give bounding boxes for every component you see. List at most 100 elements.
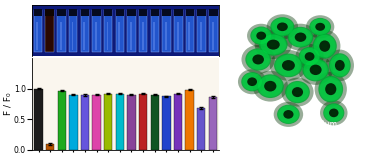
- Ellipse shape: [284, 24, 317, 51]
- Ellipse shape: [328, 86, 333, 92]
- Bar: [69, 95, 77, 150]
- Ellipse shape: [242, 73, 262, 90]
- Ellipse shape: [295, 33, 306, 42]
- Ellipse shape: [289, 28, 312, 47]
- Bar: [162, 96, 170, 150]
- Bar: [36, 22, 38, 50]
- Bar: [116, 9, 124, 16]
- Bar: [104, 9, 112, 16]
- Ellipse shape: [247, 24, 275, 48]
- Ellipse shape: [330, 54, 350, 76]
- Ellipse shape: [270, 17, 294, 36]
- Ellipse shape: [318, 76, 343, 103]
- Bar: [57, 91, 66, 150]
- Ellipse shape: [255, 57, 261, 62]
- Ellipse shape: [271, 18, 293, 35]
- Bar: [165, 22, 167, 50]
- Bar: [116, 94, 124, 150]
- Bar: [83, 22, 85, 50]
- Bar: [116, 10, 124, 52]
- Ellipse shape: [253, 54, 264, 64]
- Ellipse shape: [335, 60, 345, 71]
- Bar: [127, 10, 136, 52]
- Ellipse shape: [304, 59, 328, 80]
- Bar: [163, 10, 171, 52]
- Ellipse shape: [242, 45, 275, 74]
- Text: 50μm: 50μm: [315, 120, 337, 129]
- Bar: [34, 10, 42, 52]
- Bar: [197, 9, 206, 16]
- Bar: [93, 95, 101, 150]
- Bar: [127, 95, 136, 150]
- Ellipse shape: [297, 35, 304, 39]
- Ellipse shape: [298, 55, 333, 85]
- Bar: [186, 90, 194, 150]
- Ellipse shape: [247, 77, 257, 86]
- Bar: [200, 22, 202, 50]
- Bar: [177, 22, 179, 50]
- Bar: [189, 22, 191, 50]
- Ellipse shape: [296, 44, 324, 69]
- Ellipse shape: [306, 15, 334, 38]
- Bar: [104, 10, 112, 52]
- Ellipse shape: [305, 52, 314, 61]
- Ellipse shape: [288, 27, 313, 48]
- Bar: [163, 9, 171, 16]
- Ellipse shape: [270, 50, 307, 81]
- Bar: [60, 22, 62, 50]
- Bar: [92, 9, 101, 16]
- Bar: [142, 22, 144, 50]
- Ellipse shape: [315, 23, 325, 31]
- Bar: [34, 9, 42, 16]
- Ellipse shape: [318, 25, 322, 29]
- Bar: [186, 10, 194, 52]
- Ellipse shape: [251, 27, 271, 44]
- Bar: [81, 10, 89, 52]
- Ellipse shape: [313, 34, 337, 59]
- Ellipse shape: [329, 53, 351, 78]
- Ellipse shape: [257, 74, 284, 98]
- Bar: [139, 94, 147, 150]
- Ellipse shape: [267, 40, 280, 50]
- Ellipse shape: [281, 78, 314, 107]
- Ellipse shape: [241, 72, 263, 91]
- Ellipse shape: [264, 81, 276, 91]
- Ellipse shape: [280, 25, 285, 29]
- Bar: [107, 22, 108, 50]
- Ellipse shape: [274, 54, 303, 77]
- Ellipse shape: [314, 35, 336, 58]
- Bar: [34, 89, 43, 150]
- Bar: [186, 9, 194, 16]
- Ellipse shape: [322, 43, 327, 49]
- Bar: [153, 22, 155, 50]
- Bar: [92, 10, 101, 52]
- Ellipse shape: [250, 80, 254, 84]
- Ellipse shape: [274, 102, 303, 127]
- Bar: [209, 10, 218, 52]
- Ellipse shape: [253, 71, 288, 102]
- Bar: [104, 94, 112, 150]
- Bar: [81, 9, 89, 16]
- Bar: [71, 22, 73, 50]
- Ellipse shape: [245, 48, 271, 71]
- Ellipse shape: [255, 30, 292, 59]
- Ellipse shape: [266, 14, 298, 39]
- Bar: [46, 144, 54, 150]
- Ellipse shape: [277, 105, 300, 124]
- Ellipse shape: [307, 54, 312, 59]
- Bar: [69, 9, 77, 16]
- Bar: [57, 10, 65, 52]
- Bar: [197, 10, 206, 52]
- Ellipse shape: [277, 22, 288, 31]
- Ellipse shape: [313, 67, 319, 73]
- Bar: [57, 9, 65, 16]
- Bar: [174, 94, 182, 150]
- Bar: [69, 10, 77, 52]
- Ellipse shape: [267, 84, 273, 89]
- Ellipse shape: [282, 60, 295, 71]
- Bar: [139, 9, 147, 16]
- Ellipse shape: [299, 47, 321, 66]
- Ellipse shape: [258, 75, 282, 97]
- Bar: [95, 22, 97, 50]
- Ellipse shape: [323, 103, 344, 123]
